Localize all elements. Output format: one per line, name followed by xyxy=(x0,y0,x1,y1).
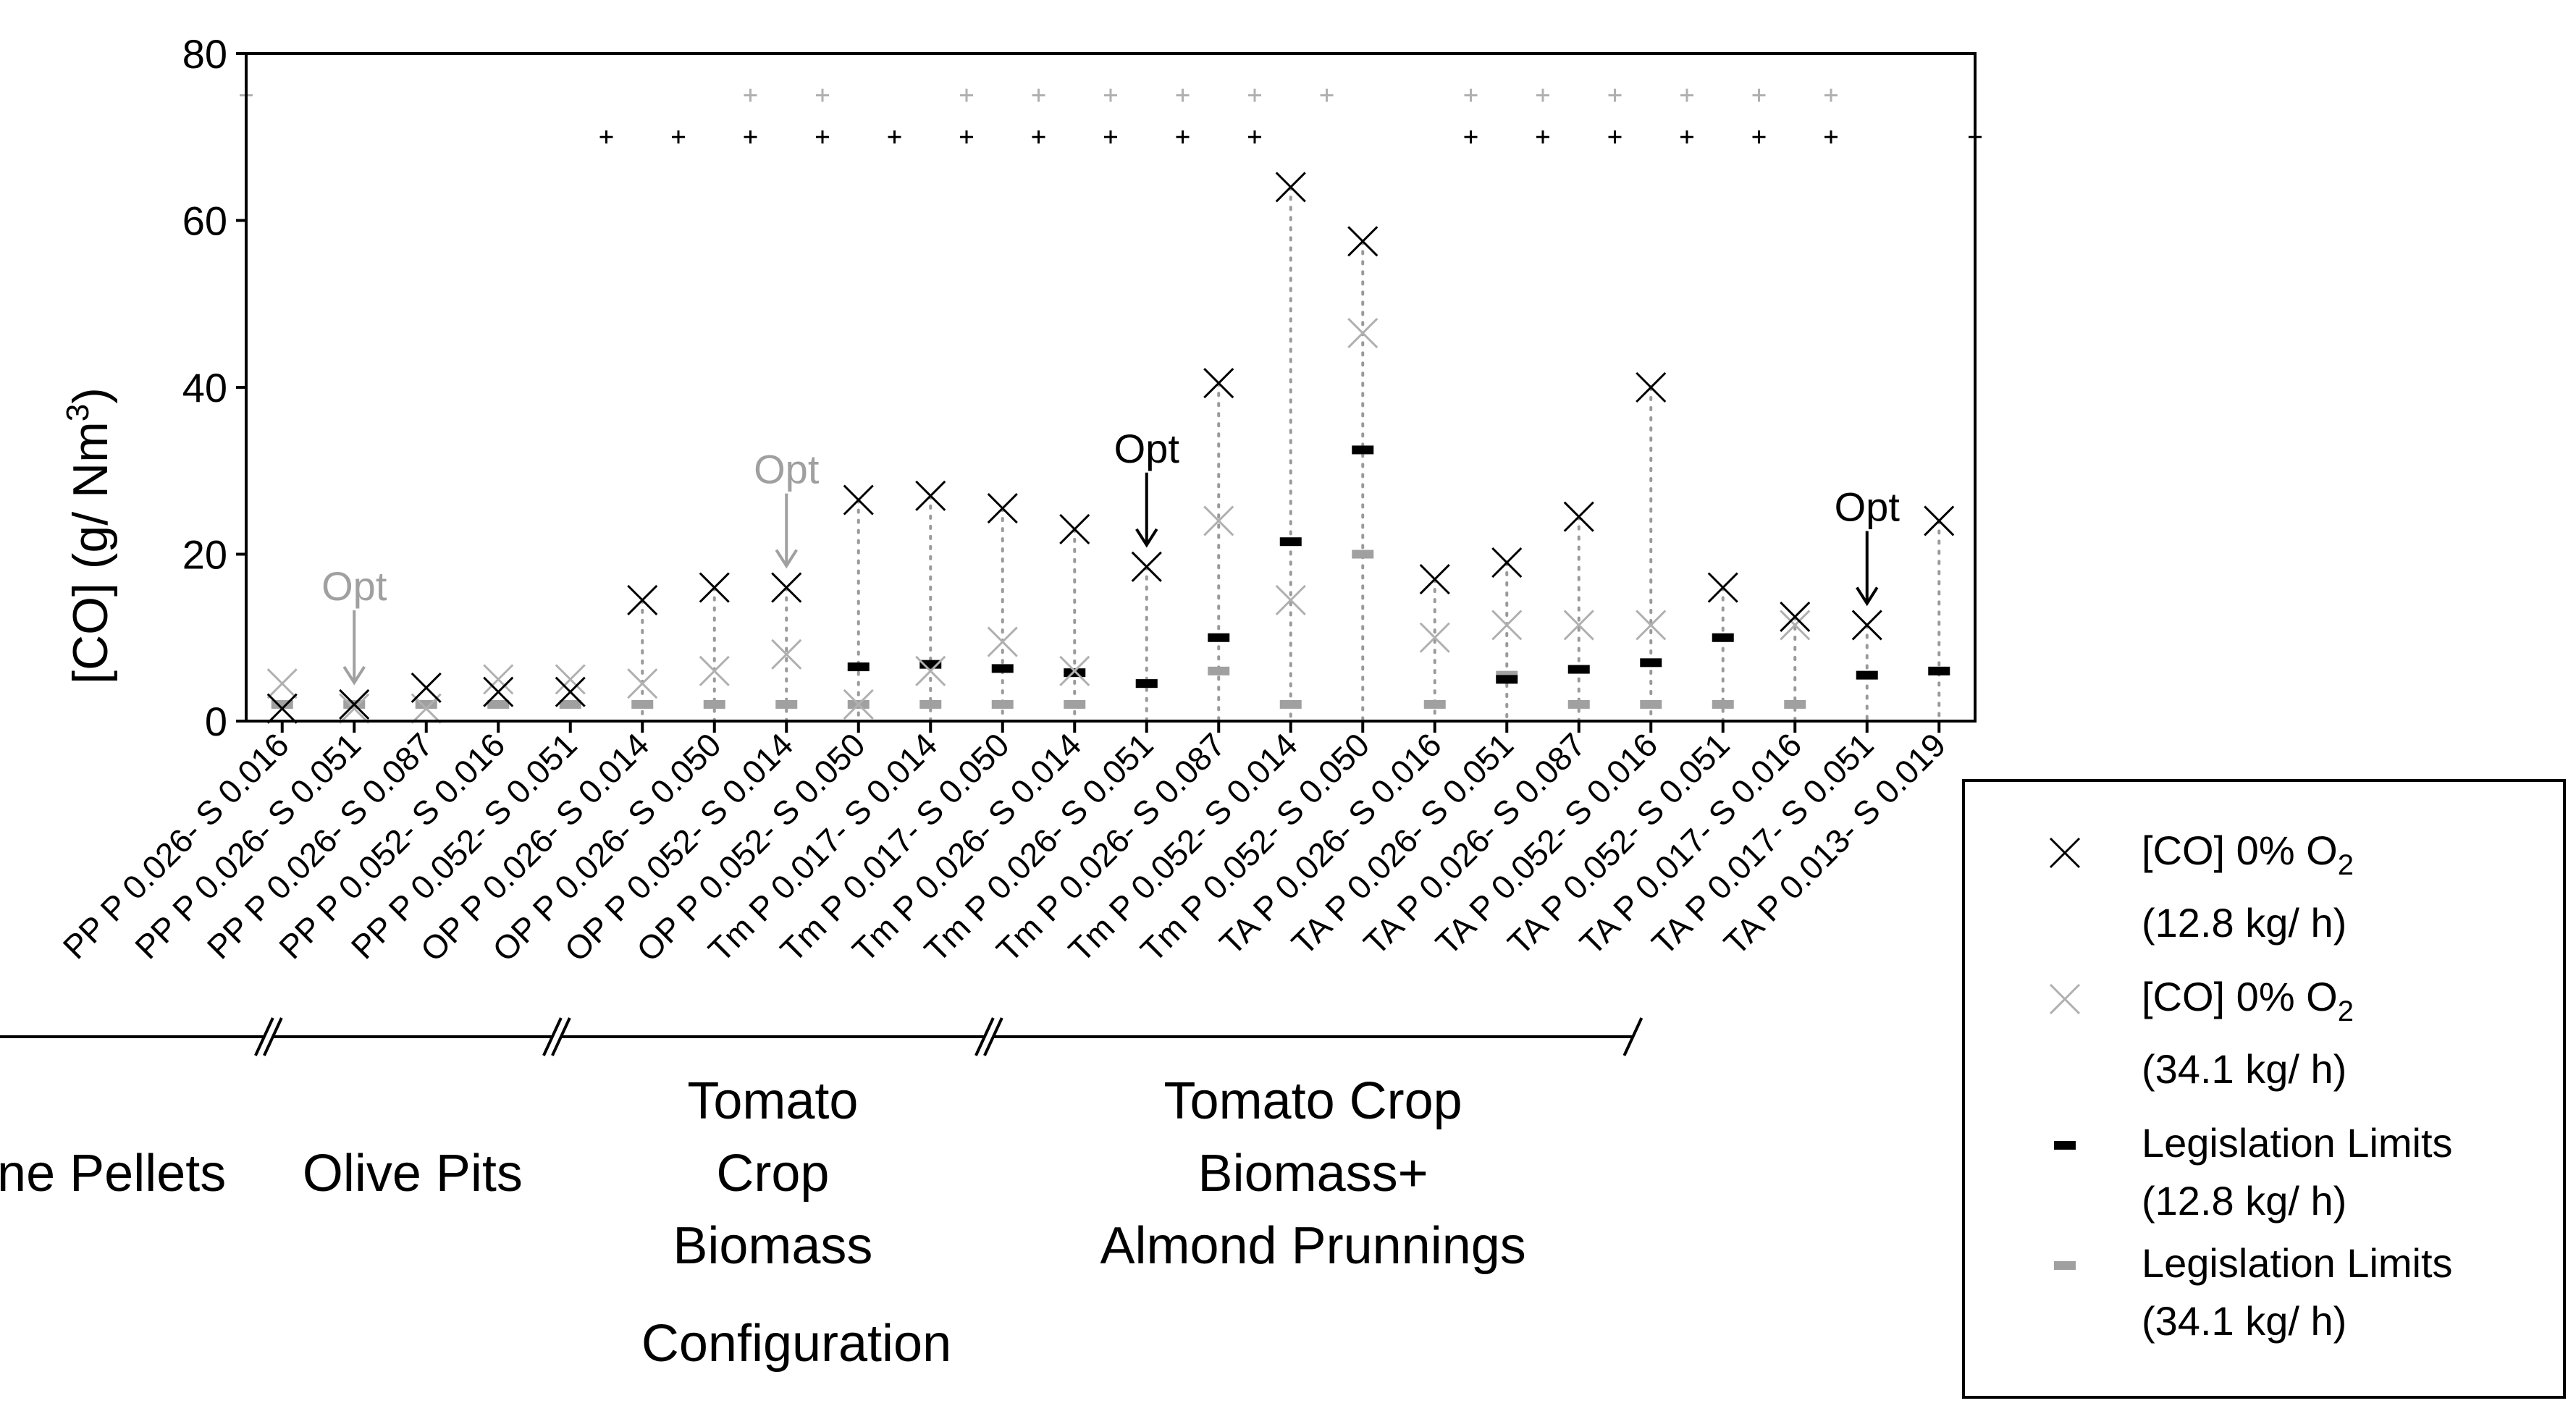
legislation-limit-mark xyxy=(631,700,653,709)
opt-label: Opt xyxy=(754,447,820,492)
legislation-limit-mark xyxy=(775,700,797,709)
legislation-limit-mark xyxy=(1856,671,1878,680)
legislation-limit-mark xyxy=(1208,633,1229,642)
legend: [CO] 0% O2(12.8 kg/ h)[CO] 0% O2(34.1 kg… xyxy=(1963,780,2564,1397)
legislation-limit-mark xyxy=(1208,667,1229,675)
legislation-limit-mark xyxy=(1640,700,1662,709)
legend-label-line2: (34.1 kg/ h) xyxy=(2142,1046,2346,1092)
y-axis-title-close: ) xyxy=(63,387,118,404)
legislation-limit-mark xyxy=(1496,675,1518,683)
legend-label: [CO] 0% O2 xyxy=(2142,974,2354,1027)
legislation-limit-mark xyxy=(1352,445,1373,454)
legislation-limit-mark xyxy=(1280,537,1302,546)
legend-label-main: [CO] 0% O xyxy=(2142,828,2338,873)
y-tick-label: 20 xyxy=(182,532,227,578)
legend-marker xyxy=(2054,1141,2076,1150)
legend-label: Legislation Limits xyxy=(2142,1120,2453,1166)
legislation-limit-mark xyxy=(560,700,581,709)
legislation-limit-mark xyxy=(1280,700,1302,709)
legislation-limit-mark xyxy=(704,700,725,709)
legislation-limit-mark xyxy=(1928,667,1950,675)
legislation-limit-mark xyxy=(1568,700,1590,709)
legend-label: Legislation Limits xyxy=(2142,1240,2453,1286)
opt-label: Opt xyxy=(1835,484,1901,529)
group-label: Olive Pits xyxy=(303,1145,523,1203)
legislation-limit-mark xyxy=(1136,679,1158,688)
group-label: Pine Pellets xyxy=(0,1145,226,1203)
y-tick-label: 60 xyxy=(182,198,227,244)
y-axis-title-superscript: 3 xyxy=(60,404,96,421)
y-axis-title-main: [CO] (g/ Nm xyxy=(63,421,118,684)
x-axis-title: Configuration xyxy=(641,1315,951,1373)
legend-label-main: Legislation Limits xyxy=(2142,1240,2453,1286)
legislation-limit-mark xyxy=(919,700,941,709)
y-tick-label: 40 xyxy=(182,365,227,410)
legislation-limit-mark xyxy=(1064,700,1085,709)
group-label: Tomato Crop xyxy=(1164,1072,1462,1130)
legislation-limit-mark xyxy=(848,662,870,671)
legend-label-line2: (12.8 kg/ h) xyxy=(2142,1178,2346,1224)
legend-label-subscript: 2 xyxy=(2338,849,2354,881)
y-tick-label: 0 xyxy=(205,699,227,744)
legend-label-line2: (34.1 kg/ h) xyxy=(2142,1298,2346,1344)
legend-label-subscript: 2 xyxy=(2338,995,2354,1027)
opt-label: Opt xyxy=(1114,426,1180,471)
group-label: Crop xyxy=(716,1145,829,1203)
legislation-limit-mark xyxy=(1712,633,1734,642)
legend-marker xyxy=(2054,1261,2076,1270)
y-tick-label: 80 xyxy=(182,31,227,77)
legislation-limit-mark xyxy=(992,700,1014,709)
group-label: Biomass+ xyxy=(1198,1145,1428,1203)
chart: 020406080 PP P 0.026- S 0.016PP P 0.026-… xyxy=(0,0,2576,1419)
y-axis-title: [CO] (g/ Nm3) xyxy=(60,387,118,684)
opt-label: Opt xyxy=(321,563,387,609)
legislation-limit-mark xyxy=(1784,700,1806,709)
legislation-limit-mark xyxy=(1424,700,1446,709)
legislation-limit-mark xyxy=(487,700,509,709)
group-label: Almond Prunnings xyxy=(1100,1217,1525,1275)
group-label: Biomass xyxy=(673,1217,872,1275)
legislation-limit-mark xyxy=(1352,550,1373,559)
legend-label-line2: (12.8 kg/ h) xyxy=(2142,900,2346,946)
legend-label-main: Legislation Limits xyxy=(2142,1120,2453,1166)
legislation-limit-mark xyxy=(1640,658,1662,667)
legislation-limit-mark xyxy=(1568,665,1590,674)
group-label: Tomato xyxy=(687,1072,858,1130)
legislation-limit-mark xyxy=(992,664,1014,673)
legend-label: [CO] 0% O2 xyxy=(2142,828,2354,881)
legislation-limit-mark xyxy=(1712,700,1734,709)
legend-label-main: [CO] 0% O xyxy=(2142,974,2338,1019)
